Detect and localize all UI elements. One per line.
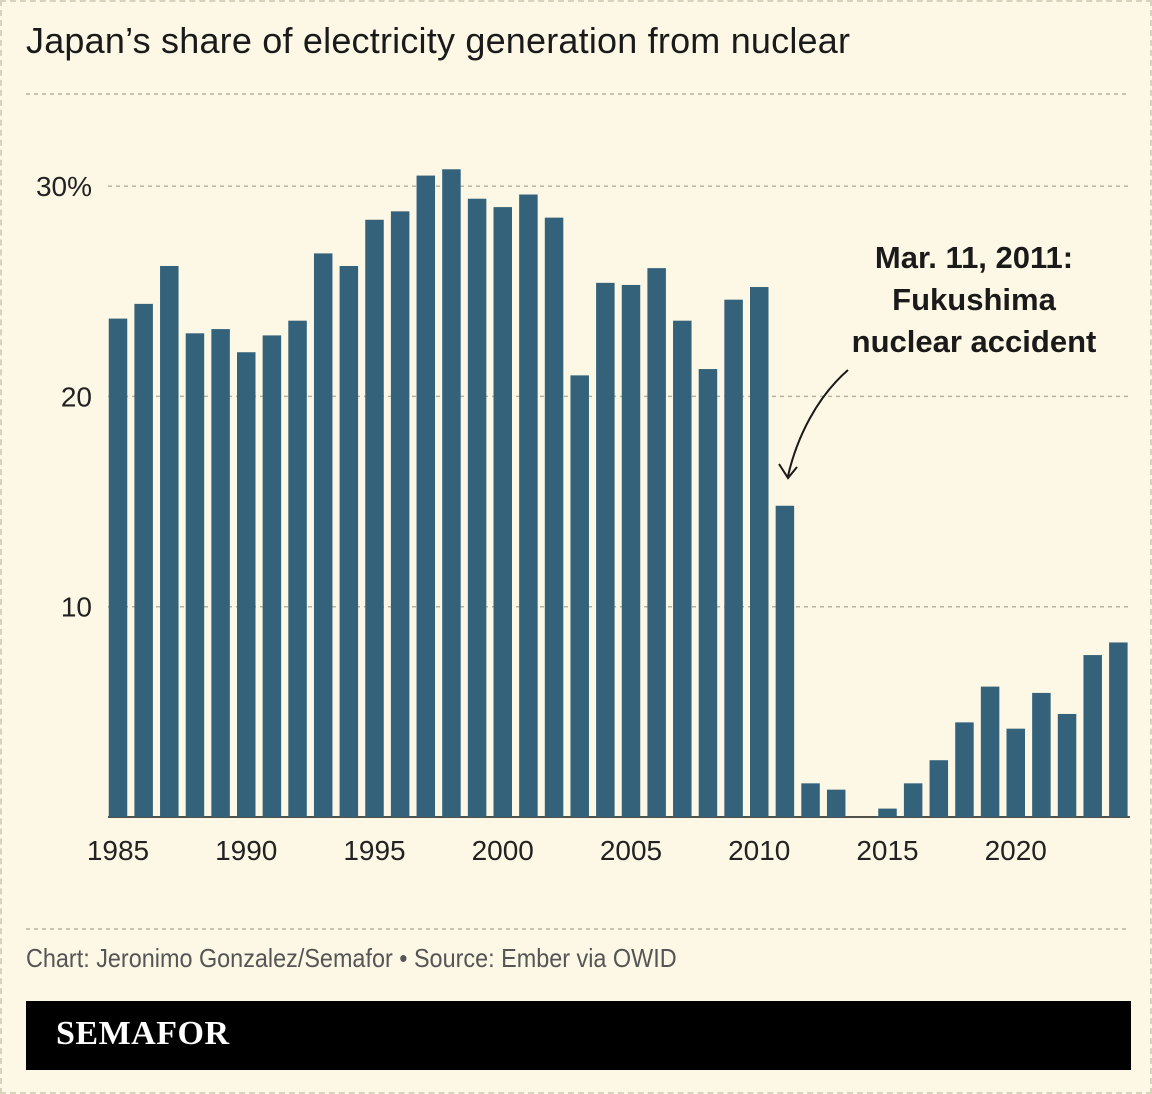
x-tick-label-2010: 2010 <box>728 835 790 866</box>
bar-1988 <box>185 333 205 817</box>
x-tick-label-2020: 2020 <box>985 835 1047 866</box>
bar-2007 <box>673 320 692 817</box>
y-tick-label-20: 20 <box>61 381 92 412</box>
bar-1999 <box>467 198 487 818</box>
bar-2022 <box>1057 713 1077 817</box>
x-tick-label-1985: 1985 <box>87 835 149 866</box>
x-tick-label-2015: 2015 <box>856 835 918 866</box>
bar-2006 <box>647 268 666 817</box>
chart-svg: 10 20 30% 1985 1990 1995 2000 2005 2010 2015 2020… <box>26 93 1130 930</box>
chart-title: Japan’s share of electricity generation … <box>26 20 851 61</box>
brand-logo: SEMAFOR <box>56 1015 230 1052</box>
x-axis-tick-labels: 1985 1990 1995 2000 2005 2010 2015 2020 <box>87 835 1047 866</box>
y-axis-tick-labels: 10 20 30% <box>36 171 92 623</box>
bar-2005 <box>621 284 641 817</box>
bar-2002 <box>544 217 564 817</box>
bar-1991 <box>262 335 282 817</box>
x-tick-label-2000: 2000 <box>472 835 534 866</box>
annotation-arrowhead <box>778 463 798 480</box>
y-tick-label-10: 10 <box>61 592 92 623</box>
annotation-line-3: nuclear accident <box>852 324 1097 359</box>
bar-2003 <box>570 375 589 817</box>
y-tick-label-30: 30% <box>36 171 92 202</box>
bar-1996 <box>390 211 410 818</box>
bar-2020 <box>1006 728 1025 817</box>
bar-1993 <box>313 253 333 817</box>
bar-1985 <box>108 318 128 817</box>
annotation-line-1: Mar. 11, 2011: <box>875 240 1073 275</box>
bar-2010 <box>750 287 769 817</box>
bar-2023 <box>1083 655 1102 817</box>
bar-2015 <box>878 808 897 817</box>
bar-1994 <box>339 266 359 817</box>
bar-1997 <box>416 175 436 817</box>
bar-2011 <box>775 505 795 817</box>
annotation-fukushima: Mar. 11, 2011: Fukushima nuclear acciden… <box>778 240 1097 480</box>
x-tick-label-1990: 1990 <box>215 835 277 866</box>
brand-bar: SEMAFOR <box>26 1001 1131 1070</box>
bar-2000 <box>493 207 512 817</box>
bar-2001 <box>519 194 538 817</box>
x-tick-label-1995: 1995 <box>343 835 405 866</box>
bar-1998 <box>442 169 461 817</box>
bar-2021 <box>1032 692 1051 817</box>
bar-layer <box>108 169 1128 818</box>
annotation-arrow <box>787 369 849 477</box>
bar-1989 <box>211 329 230 817</box>
bar-2012 <box>801 783 820 817</box>
bar-2018 <box>955 722 974 817</box>
x-tick-label-2005: 2005 <box>600 835 662 866</box>
bar-1987 <box>160 266 179 817</box>
bar-2017 <box>929 760 949 817</box>
bar-2009 <box>724 299 743 817</box>
bar-2013 <box>826 789 846 817</box>
bar-2024 <box>1109 642 1128 817</box>
annotation-line-2: Fukushima <box>892 282 1056 317</box>
bar-1990 <box>237 352 256 817</box>
bar-2004 <box>596 282 615 818</box>
bar-1986 <box>134 303 153 817</box>
bar-1995 <box>365 219 384 817</box>
source-credit: Chart: Jeronimo Gonzalez/Semafor • Sourc… <box>26 943 677 973</box>
bar-1992 <box>288 320 307 817</box>
bar-2008 <box>698 369 718 817</box>
bar-2019 <box>980 686 1000 817</box>
bar-2016 <box>903 783 923 817</box>
